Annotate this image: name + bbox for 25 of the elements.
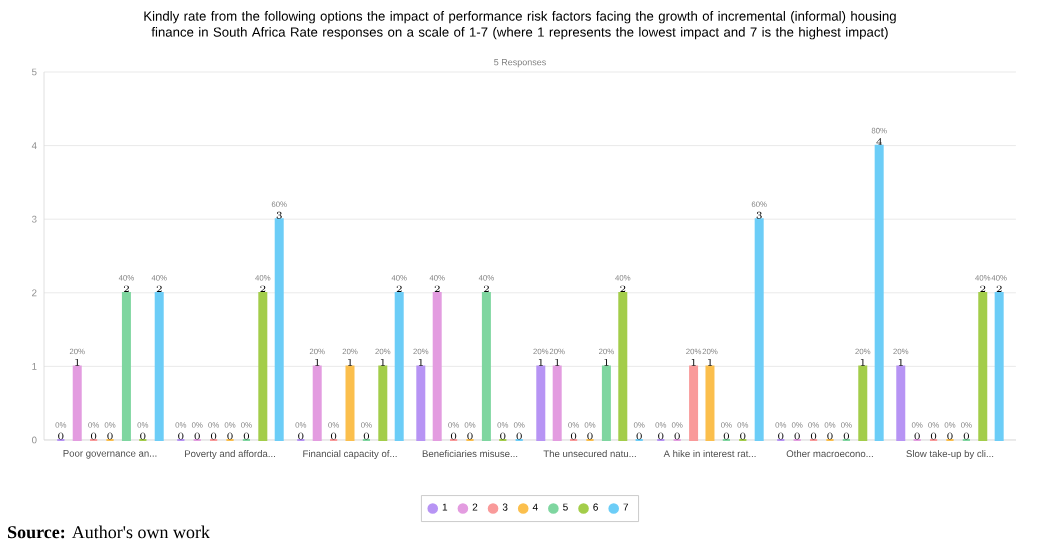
bar <box>689 365 699 441</box>
bar <box>154 291 164 441</box>
bar <box>978 291 988 441</box>
bar <box>345 365 355 441</box>
bar <box>874 144 884 441</box>
bar <box>536 365 546 441</box>
bar <box>754 218 764 441</box>
bar <box>481 291 491 441</box>
bar <box>705 365 715 441</box>
bar <box>394 291 404 441</box>
text: Source: Author's own work <box>8 525 210 539</box>
bar <box>601 365 611 441</box>
bar <box>858 365 868 441</box>
bar <box>274 218 284 441</box>
bar <box>312 365 322 441</box>
bar <box>896 365 906 441</box>
bar <box>121 291 131 441</box>
bar <box>432 291 442 441</box>
bar <box>258 291 268 441</box>
bar <box>72 365 82 441</box>
bar <box>618 291 628 441</box>
bar <box>994 291 1004 441</box>
bar <box>416 365 426 441</box>
bar <box>378 365 388 441</box>
bar <box>552 365 562 441</box>
